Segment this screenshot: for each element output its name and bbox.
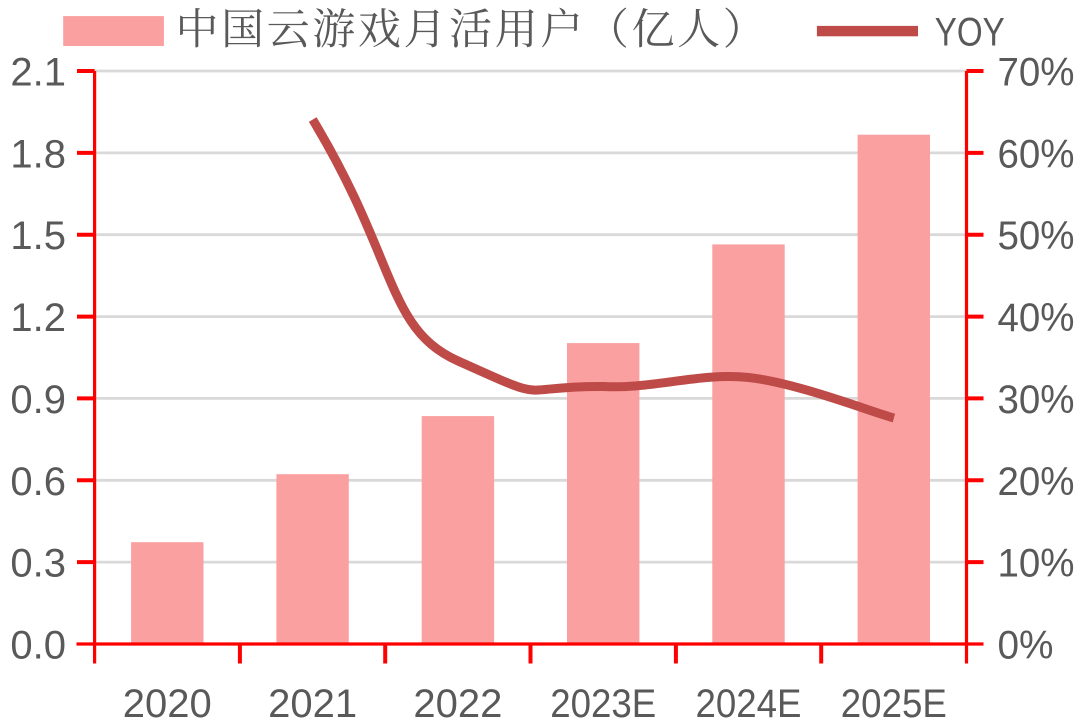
svg-text:30%: 30% <box>998 378 1075 422</box>
svg-text:1.5: 1.5 <box>10 214 66 258</box>
svg-text:2021: 2021 <box>268 682 357 725</box>
svg-text:20%: 20% <box>998 460 1075 504</box>
svg-text:2.1: 2.1 <box>10 51 66 95</box>
svg-text:2020: 2020 <box>123 682 212 725</box>
svg-text:10%: 10% <box>998 542 1075 586</box>
svg-text:40%: 40% <box>998 296 1075 340</box>
svg-text:60%: 60% <box>998 132 1075 176</box>
svg-text:0.0: 0.0 <box>10 624 66 668</box>
svg-text:0.9: 0.9 <box>10 378 66 422</box>
svg-text:2023E: 2023E <box>550 682 656 725</box>
svg-text:1.8: 1.8 <box>10 132 66 176</box>
svg-text:0.3: 0.3 <box>10 542 66 586</box>
svg-text:1.2: 1.2 <box>10 296 66 340</box>
svg-text:2024E: 2024E <box>696 682 802 725</box>
svg-text:2022: 2022 <box>413 682 502 725</box>
svg-text:50%: 50% <box>998 214 1075 258</box>
svg-text:0%: 0% <box>998 624 1054 668</box>
svg-text:70%: 70% <box>998 51 1075 95</box>
svg-text:YOY: YOY <box>935 10 1005 54</box>
svg-text:2025E: 2025E <box>841 682 947 725</box>
svg-text:0.6: 0.6 <box>10 460 66 504</box>
